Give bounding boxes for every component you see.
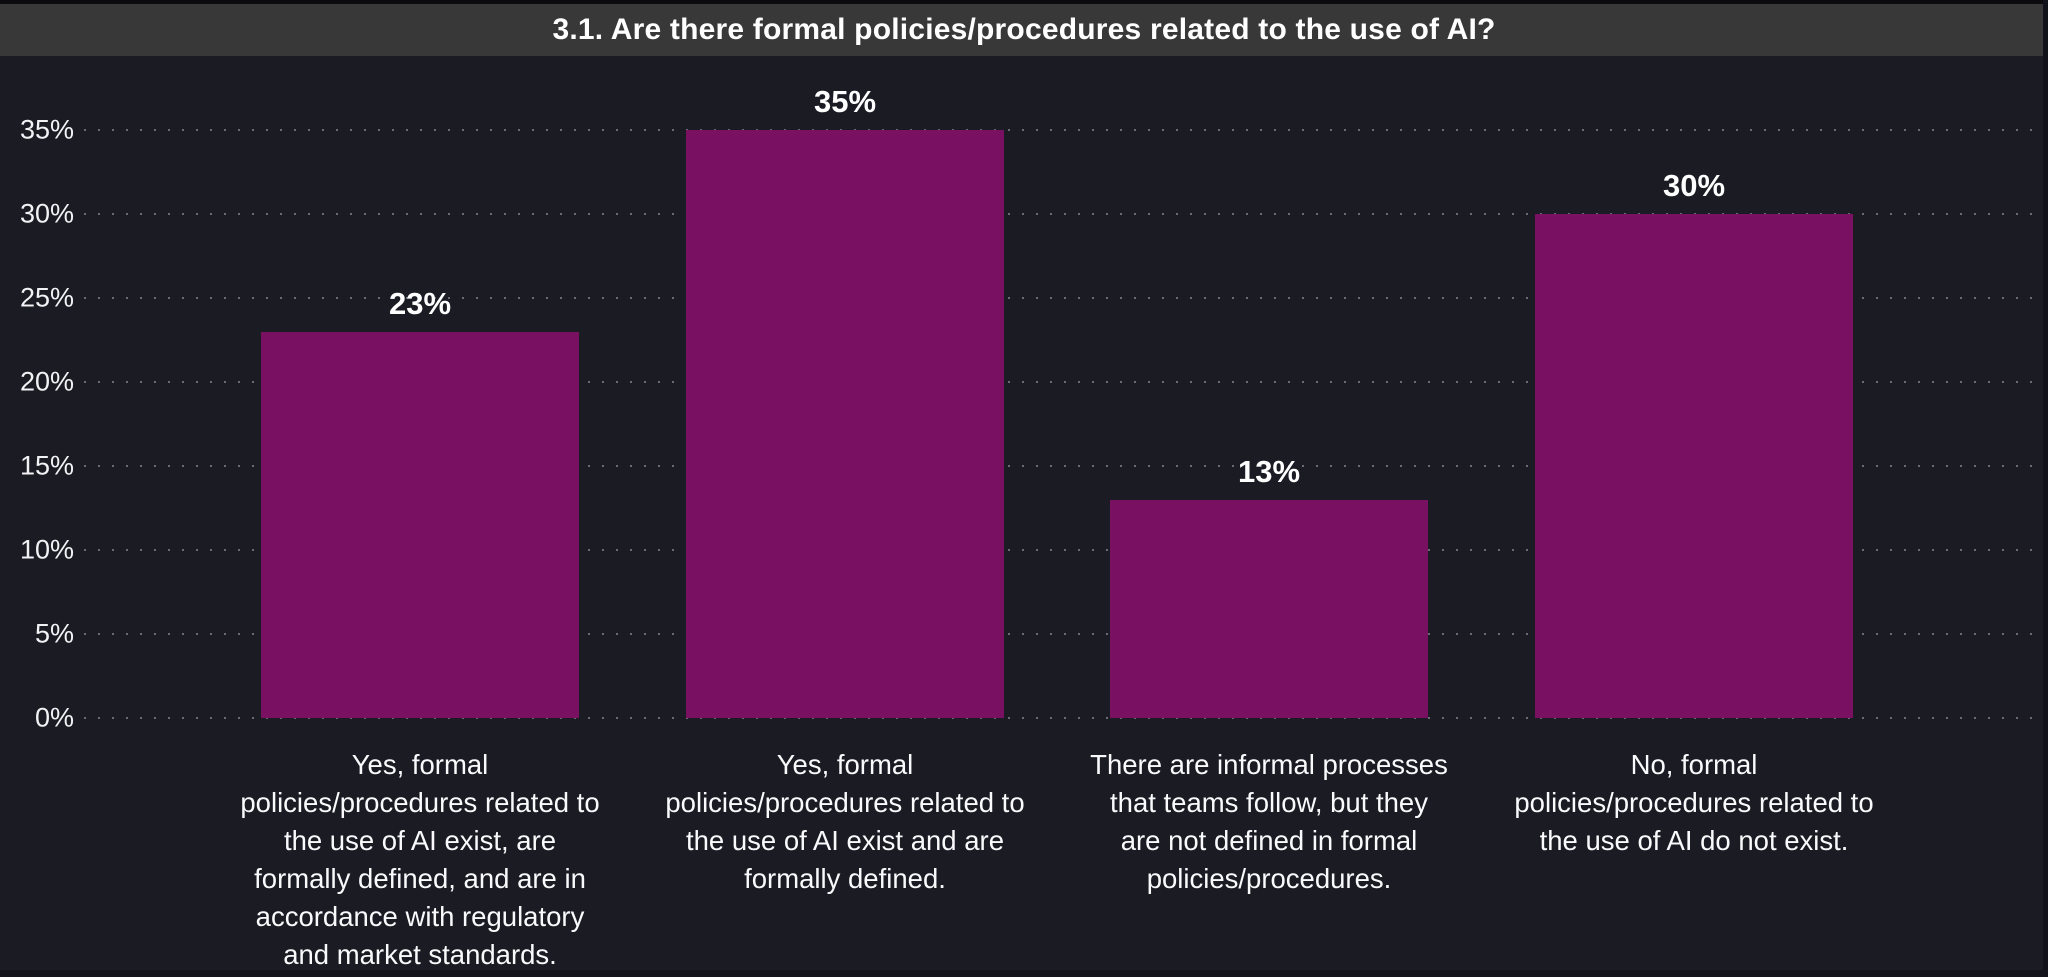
y-axis-tick-label: 20% — [19, 366, 74, 397]
category-label-line: policies/procedures related to — [240, 787, 600, 818]
bar-data-label: 13% — [1237, 454, 1301, 489]
category-label-line: the use of AI exist, are — [283, 825, 557, 856]
y-axis-tick-label: 5% — [34, 618, 74, 649]
gridline-5pct — [84, 633, 2040, 635]
y-axis-tick-label: 10% — [19, 534, 74, 565]
category-label-line: Yes, formal — [351, 749, 489, 780]
category-label-line: policies/procedures related to — [1514, 787, 1874, 818]
y-axis-tick-label: 25% — [19, 282, 74, 313]
y-axis-tick-label: 15% — [19, 450, 74, 481]
category-label-line: that teams follow, but they — [1110, 787, 1428, 818]
bar-1[interactable] — [261, 332, 579, 718]
gridline-20pct — [84, 381, 2040, 383]
category-label-line: and market standards. — [283, 939, 557, 970]
category-label-line: the use of AI exist and are — [686, 825, 1004, 856]
category-label-line: policies/procedures. — [1146, 863, 1392, 894]
bar-group-3: 13% — [1110, 454, 1428, 718]
bar-group-1: 23% — [261, 286, 579, 718]
y-axis-tick-label: 30% — [19, 198, 74, 229]
gridline-35pct — [84, 129, 2040, 131]
category-label-line: policies/procedures related to — [665, 787, 1025, 818]
gridline-30pct — [84, 213, 2040, 215]
category-label-line: No, formal — [1630, 749, 1758, 780]
bar-3[interactable] — [1110, 500, 1428, 718]
gridline-25pct — [84, 297, 2040, 299]
bar-data-label: 35% — [813, 84, 877, 119]
bar-group-2: 35% — [686, 84, 1004, 718]
gridline-15pct — [84, 465, 2040, 467]
bottom-edge-divider — [0, 970, 2048, 977]
category-label-line: formally defined, and are in — [254, 863, 586, 894]
category-label-line: are not defined in formal — [1120, 825, 1418, 856]
y-axis-tick-label: 0% — [34, 702, 74, 733]
x-axis-category-label-3: There are informal processes that teams f… — [1051, 746, 1487, 898]
x-axis-category-label-4: No, formal policies/procedures related to… — [1476, 746, 1912, 860]
category-label-line: Yes, formal — [776, 749, 914, 780]
chart-title-bar: 3.1. Are there formal policies/procedure… — [0, 0, 2048, 56]
chart-title: 3.1. Are there formal policies/procedure… — [552, 13, 1496, 46]
bar-data-label: 30% — [1662, 168, 1726, 203]
category-label-line: There are informal processes — [1090, 749, 1448, 780]
bar-2[interactable] — [686, 130, 1004, 718]
category-label-line: accordance with regulatory — [255, 901, 585, 932]
right-edge-divider — [2043, 0, 2048, 977]
x-axis-category-label-1: Yes, formal policies/procedures related t… — [202, 746, 638, 974]
bar-data-label: 23% — [388, 286, 452, 321]
x-axis-category-label-2: Yes, formal policies/procedures related t… — [627, 746, 1063, 898]
category-label-line: the use of AI do not exist. — [1539, 825, 1849, 856]
gridline-0pct — [84, 717, 2040, 719]
category-label-line: formally defined. — [744, 863, 946, 894]
gridline-10pct — [84, 549, 2040, 551]
bar-4[interactable] — [1535, 214, 1853, 718]
y-axis-tick-label: 35% — [19, 114, 74, 145]
bar-group-4: 30% — [1535, 168, 1853, 718]
